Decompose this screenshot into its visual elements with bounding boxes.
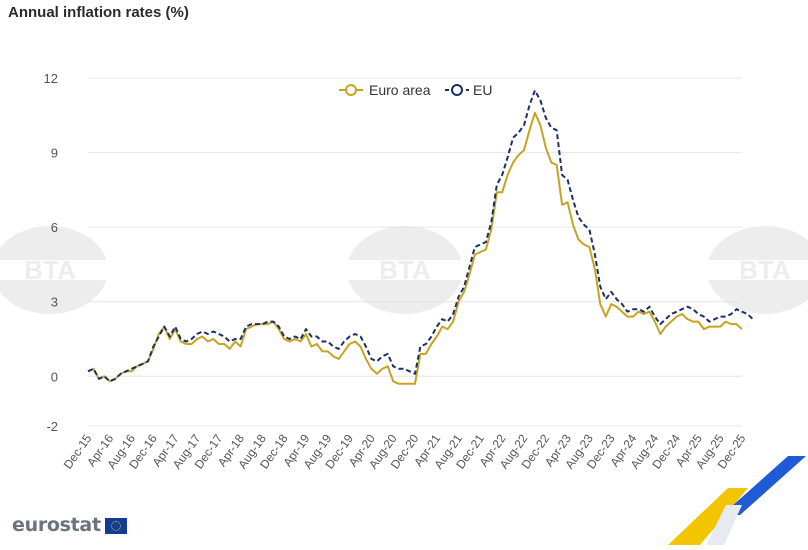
y-tick-label: 12	[44, 71, 58, 86]
legend-label-eu: EU	[473, 82, 492, 98]
y-tick-label: -2	[46, 419, 58, 434]
eu-flag-icon	[104, 518, 127, 534]
y-tick-label: 0	[51, 369, 58, 384]
bta-watermark-text: BTA	[379, 255, 431, 285]
y-tick-label: 6	[51, 220, 58, 235]
bta-watermarks: BTA BTA BTA	[0, 226, 808, 314]
chart-title: Annual inflation rates (%)	[8, 4, 189, 21]
series-line-euro-area	[87, 111, 743, 385]
legend-item-eu[interactable]: EU	[445, 82, 492, 98]
decorative-ribbon	[668, 456, 806, 545]
eurostat-wordmark: eurostat	[12, 514, 101, 536]
legend-euro-area-swatch-marker	[345, 84, 357, 96]
bta-watermark: BTA	[347, 226, 463, 314]
legend-eu-swatch-marker	[451, 84, 463, 96]
legend-item-euro-area[interactable]: Euro area	[339, 82, 431, 98]
eurostat-logo: eurostat	[12, 514, 127, 536]
series-line-eu	[87, 89, 754, 383]
grid-lines	[88, 77, 742, 427]
legend: Euro area EU	[339, 82, 492, 98]
x-axis-ticks: Dec-15Apr-16Aug-16Dec-16Apr-17Aug-17Dec-…	[61, 431, 749, 471]
bta-watermark: BTA	[707, 226, 808, 314]
bta-watermark-text: BTA	[24, 255, 76, 285]
y-tick-label: 9	[51, 146, 58, 161]
series-lines	[87, 89, 754, 385]
y-tick-label: 3	[51, 295, 58, 310]
y-axis-ticks: -2 0 3 6 9 12	[44, 71, 58, 434]
bta-watermark: BTA	[0, 226, 108, 314]
legend-label-euro-area: Euro area	[369, 82, 431, 98]
bta-watermark-text: BTA	[739, 255, 791, 285]
